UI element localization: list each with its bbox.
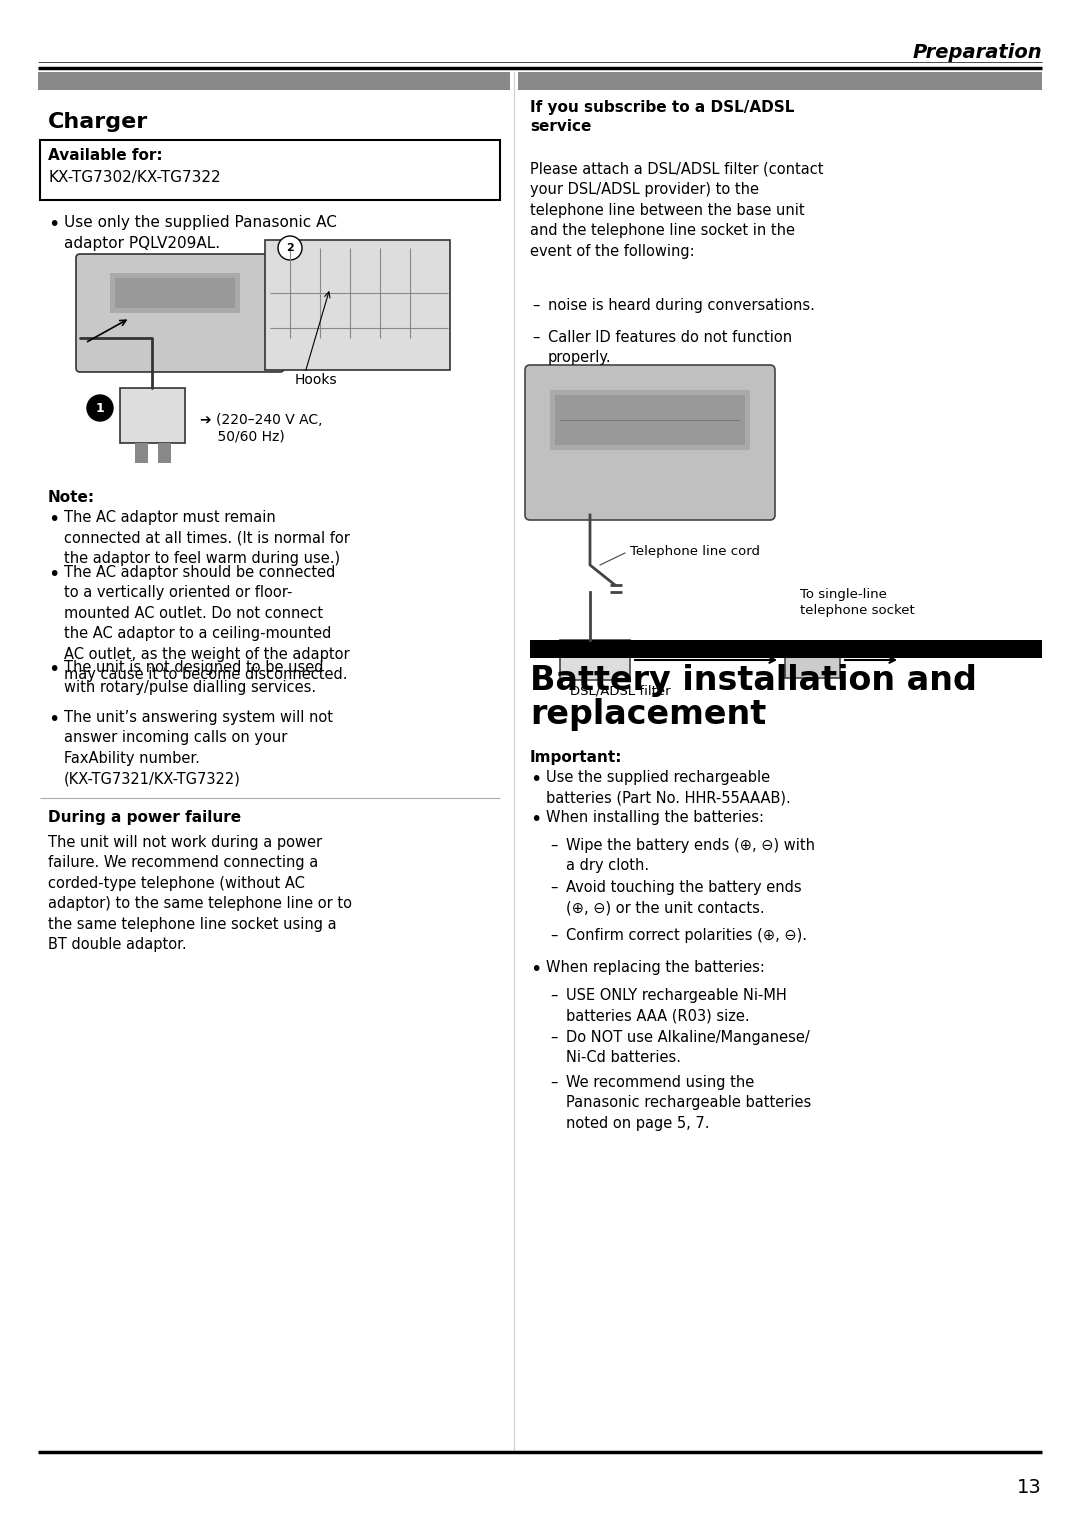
Bar	[561, 640, 630, 680]
Text: The AC adaptor should be connected
to a vertically oriented or floor-
mounted AC: The AC adaptor should be connected to a …	[64, 565, 350, 683]
Bar	[40, 140, 500, 200]
Text: 2: 2	[286, 243, 294, 253]
Text: –: –	[550, 838, 557, 854]
Text: Important:: Important:	[530, 750, 622, 765]
Text: •: •	[530, 770, 541, 789]
Text: –: –	[550, 1031, 557, 1044]
Text: If you subscribe to a DSL/ADSL
service: If you subscribe to a DSL/ADSL service	[530, 99, 795, 133]
Circle shape	[87, 395, 113, 421]
Text: When installing the batteries:: When installing the batteries:	[546, 809, 764, 825]
Text: –: –	[550, 880, 557, 895]
Bar	[555, 395, 745, 444]
Text: Caller ID features do not function
properly.: Caller ID features do not function prope…	[548, 330, 792, 365]
Text: •: •	[530, 960, 541, 979]
Text: Preparation: Preparation	[913, 43, 1042, 61]
Text: –: –	[532, 330, 539, 345]
Text: The AC adaptor must remain
connected at all times. (It is normal for
the adaptor: The AC adaptor must remain connected at …	[64, 510, 350, 567]
Text: To single-line
telephone socket: To single-line telephone socket	[800, 588, 915, 617]
Bar	[110, 273, 240, 313]
Text: Please attach a DSL/ADSL filter (contact
your DSL/ADSL provider) to the
telephon: Please attach a DSL/ADSL filter (contact…	[530, 162, 824, 258]
Text: USE ONLY rechargeable Ni-MH
batteries AAA (R03) size.: USE ONLY rechargeable Ni-MH batteries AA…	[566, 988, 786, 1023]
Bar	[120, 388, 185, 443]
Text: During a power failure: During a power failure	[48, 809, 241, 825]
Bar	[561, 640, 630, 680]
Text: KX-TG7302/KX-TG7322: KX-TG7302/KX-TG7322	[48, 169, 220, 185]
Bar	[38, 72, 510, 90]
Text: Wipe the battery ends (⊕, ⊖) with
a dry cloth.: Wipe the battery ends (⊕, ⊖) with a dry …	[566, 838, 815, 873]
Text: –: –	[550, 1075, 557, 1090]
FancyBboxPatch shape	[76, 253, 284, 373]
Text: Available for:: Available for:	[48, 148, 163, 163]
Text: •: •	[48, 710, 59, 728]
Bar	[785, 641, 840, 678]
Text: noise is heard during conversations.: noise is heard during conversations.	[548, 298, 815, 313]
Text: •: •	[48, 510, 59, 528]
Text: –: –	[550, 988, 557, 1003]
Text: Avoid touching the battery ends
(⊕, ⊖) or the unit contacts.: Avoid touching the battery ends (⊕, ⊖) o…	[566, 880, 801, 915]
Circle shape	[278, 237, 302, 260]
Text: •: •	[48, 565, 59, 583]
Text: Use only the supplied Panasonic AC
adaptor PQLV209AL.: Use only the supplied Panasonic AC adapt…	[64, 215, 337, 250]
Text: •: •	[530, 809, 541, 829]
Text: The unit will not work during a power
failure. We recommend connecting a
corded-: The unit will not work during a power fa…	[48, 835, 352, 951]
Bar	[518, 72, 1042, 90]
Text: Battery installation and
replacement: Battery installation and replacement	[530, 664, 977, 731]
Bar	[40, 140, 500, 200]
Text: The unit is not designed to be used
with rotary/pulse dialling services.: The unit is not designed to be used with…	[64, 660, 324, 695]
FancyBboxPatch shape	[265, 240, 450, 370]
Bar	[785, 641, 840, 678]
Bar	[135, 443, 148, 463]
Bar	[530, 640, 1042, 658]
Text: 13: 13	[1017, 1478, 1042, 1496]
Text: The unit’s answering system will not
answer incoming calls on your
FaxAbility nu: The unit’s answering system will not ans…	[64, 710, 333, 786]
Text: DSL/ADSL filter: DSL/ADSL filter	[570, 686, 671, 698]
Text: •: •	[48, 660, 59, 680]
Text: Charger: Charger	[48, 111, 148, 131]
Text: –: –	[532, 298, 539, 313]
Text: Telephone line cord: Telephone line cord	[630, 545, 760, 557]
Text: Note:: Note:	[48, 490, 95, 505]
Text: –: –	[550, 928, 557, 944]
Text: ➔ (220–240 V AC,
    50/60 Hz): ➔ (220–240 V AC, 50/60 Hz)	[200, 412, 323, 443]
Bar	[158, 443, 171, 463]
Text: •: •	[48, 215, 59, 234]
Text: We recommend using the
Panasonic rechargeable batteries
noted on page 5, 7.: We recommend using the Panasonic recharg…	[566, 1075, 811, 1132]
Bar	[550, 389, 750, 450]
Text: Do NOT use Alkaline/Manganese/
Ni-Cd batteries.: Do NOT use Alkaline/Manganese/ Ni-Cd bat…	[566, 1031, 810, 1066]
Text: When replacing the batteries:: When replacing the batteries:	[546, 960, 765, 976]
Text: Use the supplied rechargeable
batteries (Part No. HHR-55AAAB).: Use the supplied rechargeable batteries …	[546, 770, 791, 805]
Text: Hooks: Hooks	[295, 373, 338, 386]
Bar	[114, 278, 235, 308]
FancyBboxPatch shape	[525, 365, 775, 521]
Bar	[120, 388, 185, 443]
Text: Confirm correct polarities (⊕, ⊖).: Confirm correct polarities (⊕, ⊖).	[566, 928, 807, 944]
Text: 1: 1	[96, 402, 105, 414]
